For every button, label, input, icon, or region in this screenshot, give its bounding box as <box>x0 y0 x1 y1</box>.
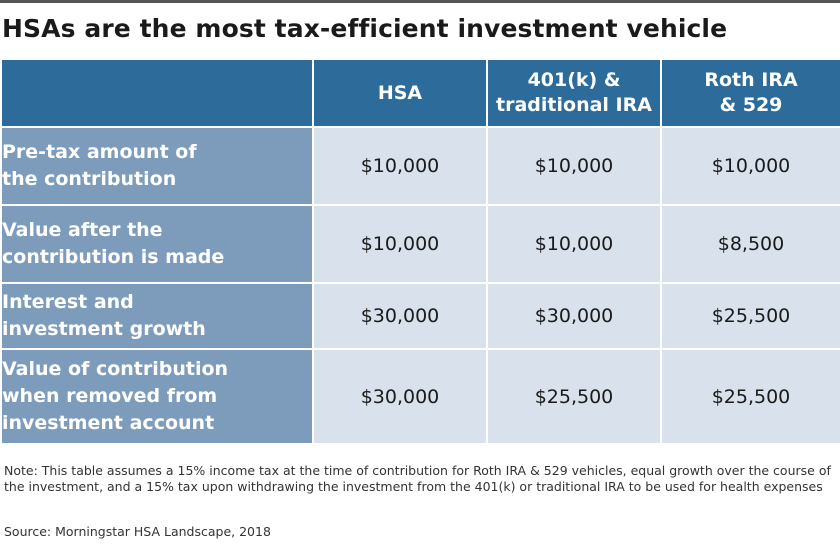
column-header-line: HSA <box>377 81 423 104</box>
row-header-line: Value after the <box>2 219 163 241</box>
column-header-line: traditional IRA <box>496 94 652 116</box>
top-rule <box>0 0 840 3</box>
table-cell: $10,000 <box>312 204 488 284</box>
row-header-line: the contribution <box>2 168 177 190</box>
table-cell: $10,000 <box>312 126 488 206</box>
column-header-line: Roth IRA <box>704 69 798 91</box>
table-cell: $25,500 <box>660 348 840 445</box>
row-header-line: investment growth <box>2 318 206 340</box>
row-header: Pre-tax amount of the contribution <box>0 126 314 206</box>
column-header-line: & 529 <box>719 94 783 116</box>
row-header-line: when removed from <box>2 385 218 407</box>
table-cell: $10,000 <box>660 126 840 206</box>
table-row: Interest and investment growth $30,000 $… <box>0 282 840 350</box>
column-header-hsa: HSA <box>312 58 488 128</box>
row-header-line: Interest and <box>2 291 134 313</box>
table-row: Value of contribution when removed from … <box>0 348 840 445</box>
table-cell: $8,500 <box>660 204 840 284</box>
table-cell: $25,500 <box>660 282 840 350</box>
row-header-line: Pre-tax amount of <box>2 141 197 163</box>
table-cell: $10,000 <box>486 204 662 284</box>
column-header-401k: 401(k) & traditional IRA <box>486 58 662 128</box>
table-row: Value after the contribution is made $10… <box>0 204 840 284</box>
table-row: Pre-tax amount of the contribution $10,0… <box>0 126 840 206</box>
comparison-table: HSA 401(k) & traditional IRA Roth IRA & … <box>0 58 840 445</box>
row-header: Value after the contribution is made <box>0 204 314 284</box>
table-cell: $25,500 <box>486 348 662 445</box>
row-header-line: contribution is made <box>2 246 225 268</box>
column-header-line: 401(k) & <box>527 69 621 91</box>
table-cell: $10,000 <box>486 126 662 206</box>
chart-title: HSAs are the most tax-efficient investme… <box>2 14 728 43</box>
table-cell: $30,000 <box>486 282 662 350</box>
footnote: Note: This table assumes a 15% income ta… <box>4 463 831 494</box>
table-cell: $30,000 <box>312 348 488 445</box>
column-header-roth: Roth IRA & 529 <box>660 58 840 128</box>
row-header-line: investment account <box>2 412 215 434</box>
header-row: HSA 401(k) & traditional IRA Roth IRA & … <box>0 58 840 128</box>
corner-cell <box>0 58 314 128</box>
table-cell: $30,000 <box>312 282 488 350</box>
source-line: Source: Morningstar HSA Landscape, 2018 <box>4 524 271 539</box>
row-header: Interest and investment growth <box>0 282 314 350</box>
row-header: Value of contribution when removed from … <box>0 348 314 445</box>
row-header-line: Value of contribution <box>2 358 229 380</box>
